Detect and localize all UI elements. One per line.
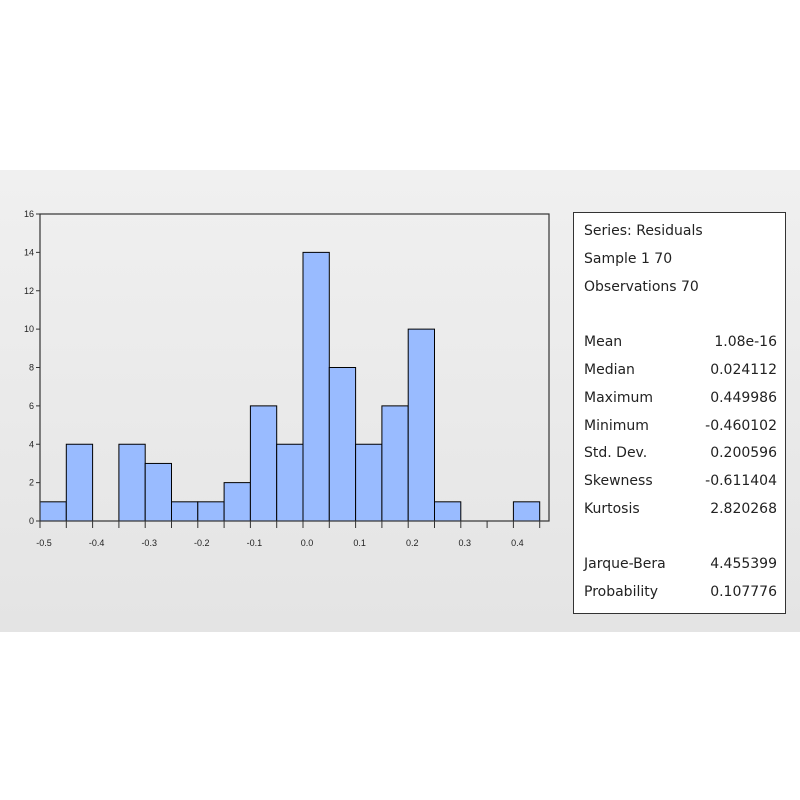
histogram-bar (171, 501, 199, 522)
histogram-bar (118, 443, 146, 522)
y-tick-label: 14 (24, 247, 34, 257)
stat-label: Kurtosis (584, 501, 640, 517)
series-name: Series: Residuals (584, 223, 703, 239)
histogram-bar (197, 501, 225, 522)
stat-label: Maximum (584, 390, 653, 406)
x-tick-label: 0.1 (353, 538, 366, 548)
stat-row-kurtosis: Kurtosis 2.820268 (584, 501, 777, 517)
histogram-bar (39, 501, 67, 522)
histogram-bar (144, 462, 172, 522)
stat-row-skewness: Skewness -0.611404 (584, 473, 777, 489)
x-tick-label: 0.2 (406, 538, 419, 548)
histogram-bar (276, 443, 304, 522)
stat-row-maximum: Maximum 0.449986 (584, 390, 777, 406)
y-tick-label: 2 (29, 478, 34, 488)
y-tick-label: 6 (29, 401, 34, 411)
stat-value: 2.820268 (710, 501, 777, 517)
stat-label: Mean (584, 334, 623, 350)
stat-row-minimum: Minimum -0.460102 (584, 418, 777, 434)
stat-label: Probability (584, 584, 659, 600)
x-tick-label: 0.4 (511, 538, 524, 548)
stat-row-std-dev: Std. Dev. 0.200596 (584, 445, 777, 461)
stat-row-jarque-bera: Jarque-Bera 4.455399 (584, 556, 777, 572)
y-tick-label: 12 (24, 286, 34, 296)
histogram-bar (223, 482, 251, 522)
stat-row-probability: Probability 0.107776 (584, 584, 777, 600)
histogram-bar (65, 443, 94, 522)
histogram-bar (249, 405, 278, 522)
histogram-bar (302, 251, 330, 522)
x-tick-label: -0.2 (194, 538, 210, 548)
histogram-bar (434, 501, 462, 522)
stat-label: Jarque-Bera (584, 556, 666, 572)
axes-layer: 0 2 4 6 8 10 12 14 16 -0.5 -0.4 -0.3 -0.2 -0.1 0.0 0.1 0… (24, 209, 541, 548)
histogram-bar (512, 501, 541, 522)
stat-value: 0.200596 (710, 445, 777, 461)
stat-label: Std. Dev. (584, 445, 648, 461)
stat-value: -0.460102 (705, 418, 777, 434)
stat-value: 4.455399 (710, 556, 777, 572)
stat-label: Skewness (584, 473, 653, 489)
y-tick-label: 8 (29, 363, 34, 373)
histogram-chart: 0 2 4 6 8 10 12 14 16 -0.5 -0.4 -0.3 -0.2 -0.1 0.0 0.1 0… (24, 209, 550, 548)
x-tick-label: 0.3 (459, 538, 472, 548)
x-tick-label: 0.0 (301, 538, 314, 548)
stat-value: 0.449986 (710, 390, 777, 406)
stat-value: -0.611404 (705, 473, 777, 489)
bars-layer (39, 251, 541, 522)
histogram-bar (407, 328, 436, 522)
statistics-panel: Series: Residuals Sample 1 70 Observatio… (573, 212, 786, 614)
x-tick-label: -0.5 (36, 538, 52, 548)
plot-frame (39, 213, 550, 522)
observations-count: Observations 70 (584, 279, 699, 295)
stat-label: Median (584, 362, 635, 378)
sample-range: Sample 1 70 (584, 251, 673, 267)
stat-row-median: Median 0.024112 (584, 362, 777, 378)
stat-value: 1.08e-16 (714, 334, 777, 350)
x-tick-label: -0.3 (141, 538, 157, 548)
histogram-bar (328, 367, 357, 522)
stat-value: 0.107776 (710, 584, 777, 600)
x-tick-label: -0.1 (247, 538, 263, 548)
stat-label: Minimum (584, 418, 649, 434)
stat-value: 0.024112 (710, 362, 777, 378)
y-tick-label: 10 (24, 324, 34, 334)
stat-row-mean: Mean 1.08e-16 (584, 334, 777, 350)
y-tick-label: 0 (29, 516, 34, 526)
y-tick-label: 4 (29, 439, 34, 449)
x-tick-label: -0.4 (89, 538, 105, 548)
histogram-bar (355, 443, 383, 522)
histogram-bar (381, 405, 409, 522)
y-tick-label: 16 (24, 209, 34, 219)
